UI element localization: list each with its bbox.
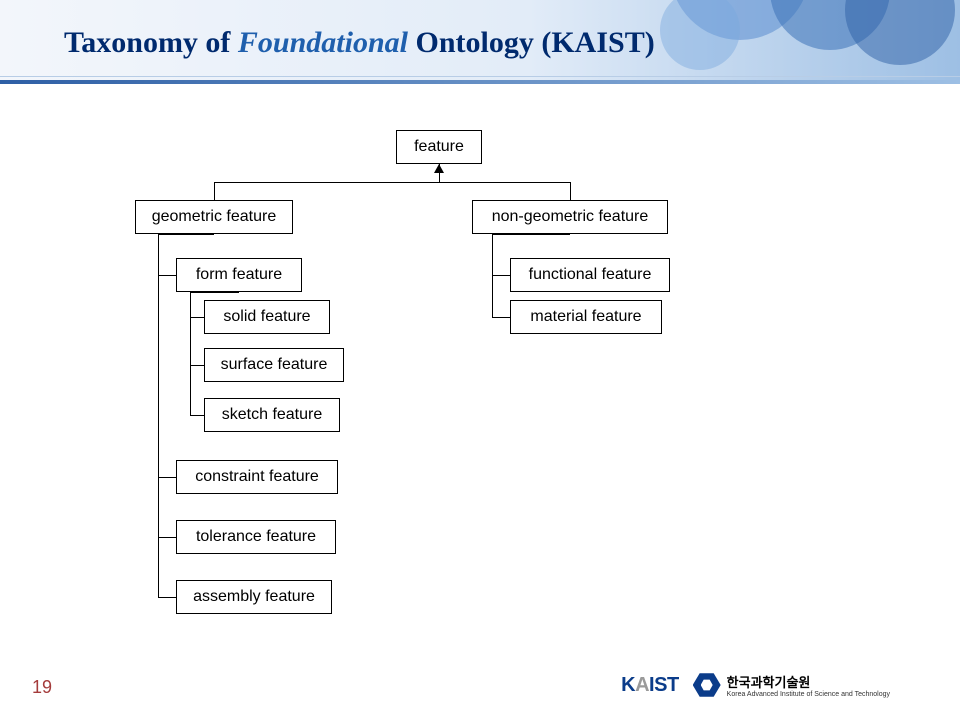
kaist-logo: KAIST <box>621 674 679 697</box>
footer-logos: KAIST 한국과학기술원 Korea Advanced Institute o… <box>621 672 890 698</box>
connector-h <box>158 477 176 478</box>
connector-v <box>190 292 191 415</box>
connector-v <box>214 182 215 200</box>
node-material: material feature <box>510 300 662 334</box>
connector-h <box>190 317 204 318</box>
connector-h <box>158 275 176 276</box>
connector-v <box>570 182 571 200</box>
node-surface: surface feature <box>204 348 344 382</box>
connector-v <box>158 234 159 597</box>
slide-title: Taxonomy of Foundational Ontology (KAIST… <box>64 26 655 60</box>
node-geometric: geometric feature <box>135 200 293 234</box>
connector-h <box>492 317 510 318</box>
connector-h <box>492 275 510 276</box>
node-tolerance: tolerance feature <box>176 520 336 554</box>
connector-h <box>158 597 176 598</box>
connector-h <box>190 415 204 416</box>
connector-h <box>492 234 570 235</box>
kist-hex-icon <box>693 672 721 698</box>
title-italic: Foundational <box>238 26 408 59</box>
node-sketch: sketch feature <box>204 398 340 432</box>
page-number: 19 <box>32 677 52 698</box>
connector-h <box>190 365 204 366</box>
node-solid: solid feature <box>204 300 330 334</box>
node-constraint: constraint feature <box>176 460 338 494</box>
kist-kr: 한국과학기술원 <box>727 672 890 691</box>
node-feature: feature <box>396 130 482 164</box>
kist-text: 한국과학기술원 Korea Advanced Institute of Scie… <box>727 672 890 698</box>
connector-h <box>190 292 239 293</box>
node-form: form feature <box>176 258 302 292</box>
node-nongeometric: non-geometric feature <box>472 200 668 234</box>
title-prefix: Taxonomy of <box>64 26 238 59</box>
connector-h <box>214 182 570 183</box>
connector-h <box>158 234 214 235</box>
node-assembly: assembly feature <box>176 580 332 614</box>
kist-en: Korea Advanced Institute of Science and … <box>727 691 890 698</box>
node-functional: functional feature <box>510 258 670 292</box>
connector-h <box>158 537 176 538</box>
kist-logo: 한국과학기술원 Korea Advanced Institute of Scie… <box>693 672 890 698</box>
arrowhead-icon <box>434 164 444 173</box>
title-suffix: Ontology (KAIST) <box>408 26 655 59</box>
